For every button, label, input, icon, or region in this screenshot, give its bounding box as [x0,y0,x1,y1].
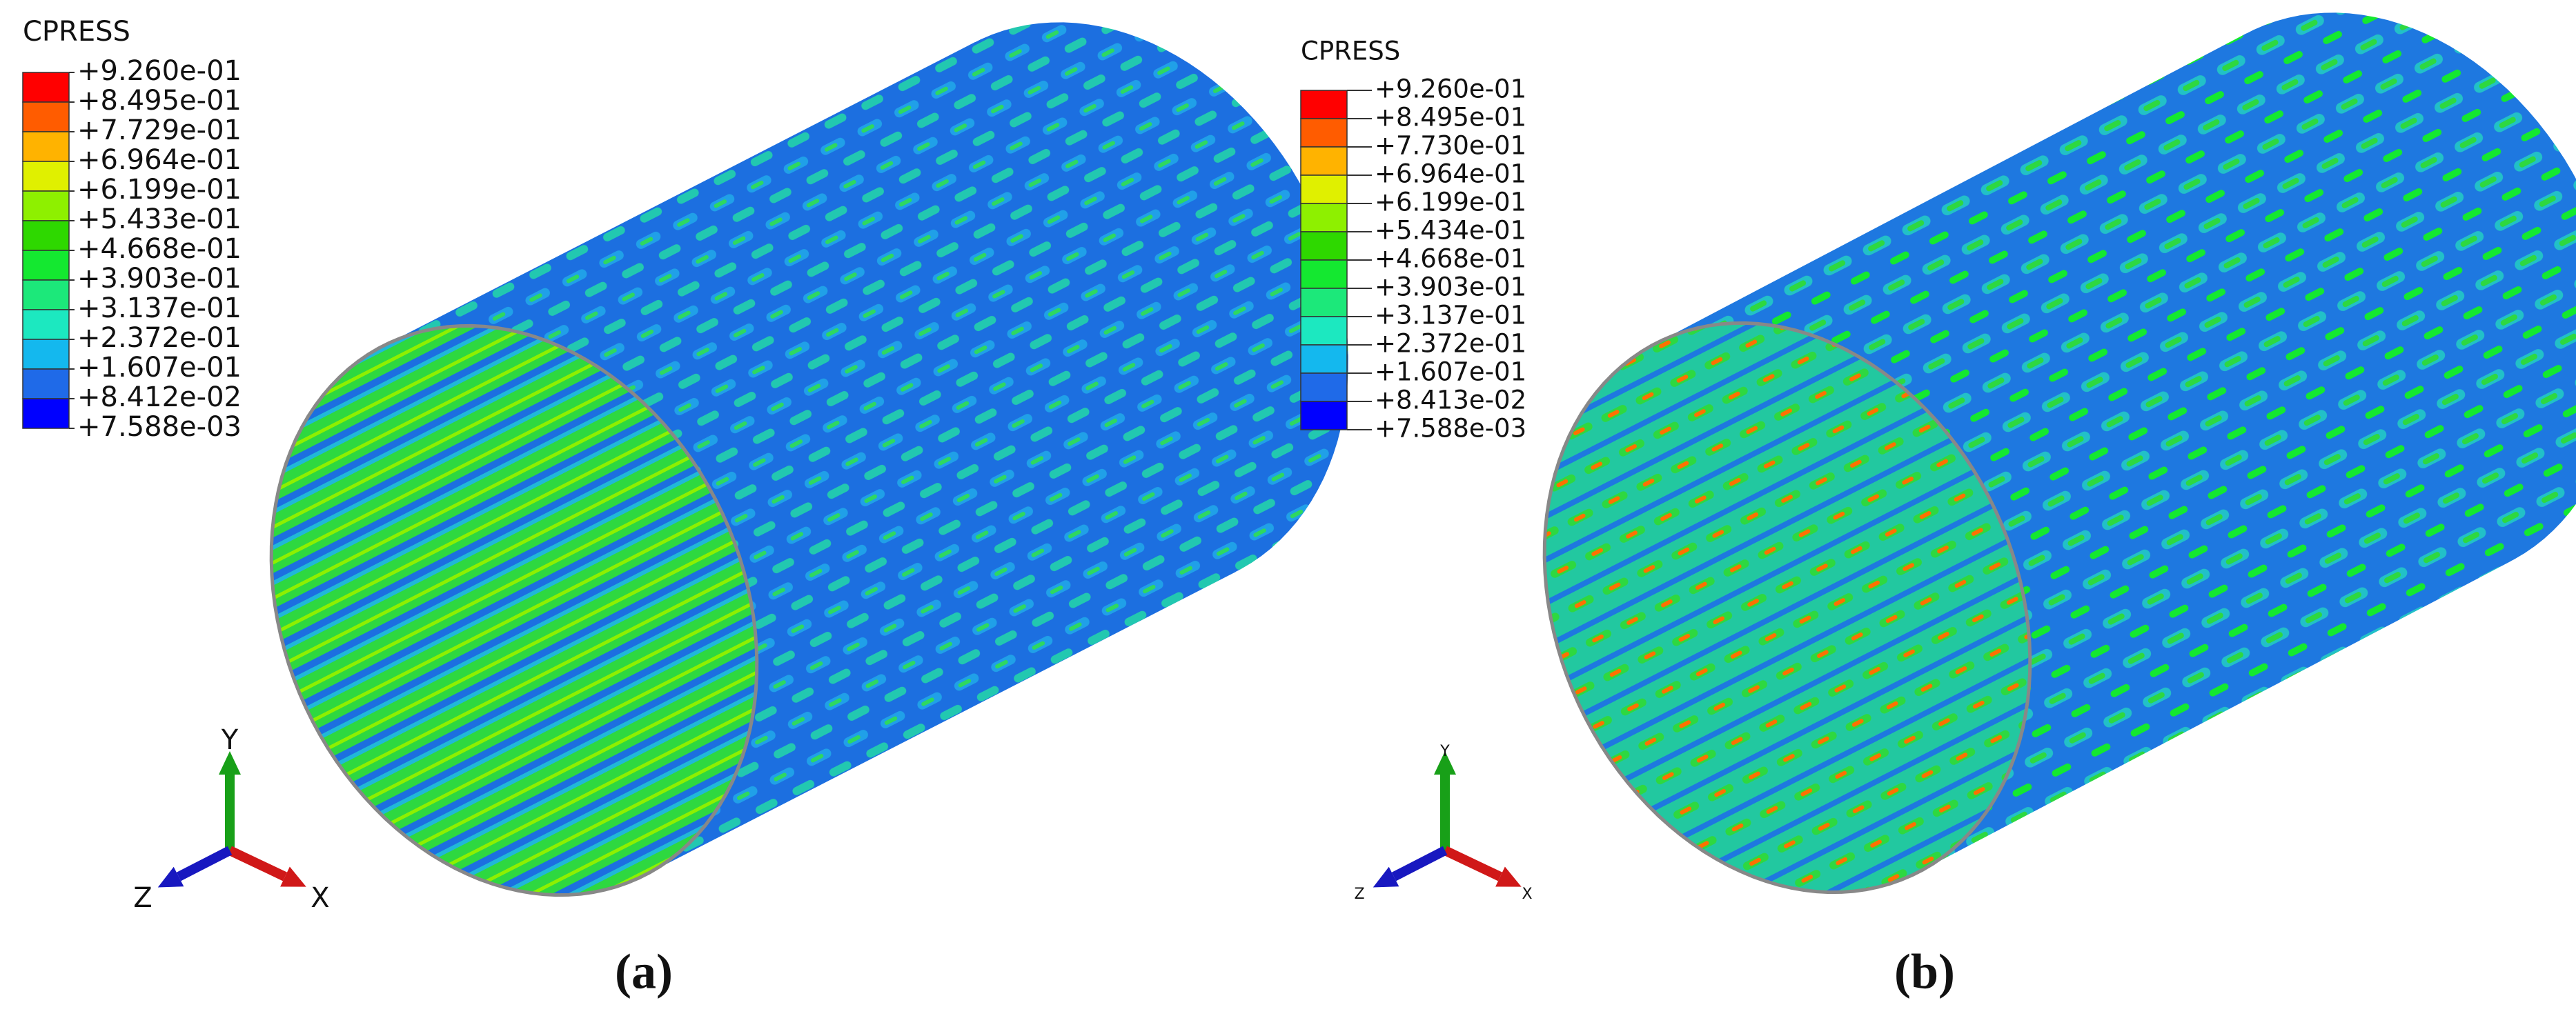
axis-head [157,866,184,888]
caption: (a) [615,944,673,999]
legend-band [22,161,70,192]
axis-label-y: Y [1439,743,1450,760]
axis-label-y: Y [221,724,239,756]
cylinder-inner [1542,321,2032,895]
legend-band [1300,90,1348,119]
legend-band [22,368,70,399]
legend-label: +4.668e-01 [77,233,242,265]
legend-label: +9.260e-01 [77,55,242,87]
legend-band [1300,316,1348,346]
legend-label: +3.903e-01 [77,263,242,295]
axis-arrow [1391,846,1448,881]
legend-band [22,250,70,281]
legend-label: +7.730e-01 [1375,131,1526,161]
panel: CPRESS +9.260e-01+8.495e-01+7.729e-01+6.9… [22,16,1348,999]
legend-label: +9.260e-01 [1375,74,1526,104]
panel: CPRESS +9.260e-01+8.495e-01+7.730e-01+6.9… [1300,12,2576,999]
legend-label: +8.495e-01 [1375,103,1526,132]
legend-band [1300,203,1348,232]
legend-band [22,309,70,340]
legend-label: +8.495e-01 [77,85,242,117]
legend-band [1300,118,1348,148]
caption: (b) [1894,944,1955,999]
legend-label: +8.413e-02 [1375,386,1526,415]
legend-band [22,220,70,251]
legend-title: CPRESS [23,16,130,48]
legend-band [1300,259,1348,289]
axis-label-z: Z [1354,886,1364,903]
axis-label-x: X [1522,886,1532,903]
legend-band [1300,231,1348,261]
axis-arrow [1442,846,1503,881]
legend-band [22,72,70,103]
legend-label: +5.433e-01 [77,203,242,235]
axis-label-x: X [311,882,329,914]
legend-label: +1.607e-01 [77,352,242,384]
legend-band [1300,288,1348,317]
axis-arrow [227,846,288,881]
legend-label: +7.588e-03 [1375,414,1526,444]
legend-band [22,279,70,310]
legend-label: +6.199e-01 [77,174,242,206]
cylinder-inner [269,323,759,897]
legend-label: +3.903e-01 [1375,272,1526,302]
axis-head [1434,751,1456,775]
legend-label: +2.372e-01 [1375,329,1526,359]
legend-label: +8.412e-02 [77,381,242,413]
legend-band [1300,175,1348,204]
legend-label: +6.964e-01 [77,144,242,176]
axis-arrow [176,846,233,881]
legend-band [1300,372,1348,402]
legend-band [22,339,70,370]
axis-head [280,866,306,887]
legend-title: CPRESS [1301,37,1400,66]
legend-label: +6.964e-01 [1375,159,1526,189]
legend-label: +3.137e-01 [1375,301,1526,330]
axis-head [1373,866,1399,888]
legend-band [1300,401,1348,430]
legend-label: +3.137e-01 [77,292,242,324]
axis-label-z: Z [133,882,152,914]
legend-label: +7.729e-01 [77,114,242,146]
legend-band [1300,146,1348,176]
legend-band [22,190,70,221]
legend-label: +2.372e-01 [77,322,242,354]
axis-head [219,751,241,775]
axis-head [1495,866,1522,887]
legend-band [22,131,70,162]
legend-label: +7.588e-03 [77,411,242,443]
legend-label: +4.668e-01 [1375,244,1526,274]
legend-label: +5.434e-01 [1375,216,1526,246]
legend-band [22,101,70,132]
legend-band [1300,344,1348,374]
legend-label: +6.199e-01 [1375,188,1526,217]
legend-band [22,398,70,429]
legend-label: +1.607e-01 [1375,357,1526,387]
